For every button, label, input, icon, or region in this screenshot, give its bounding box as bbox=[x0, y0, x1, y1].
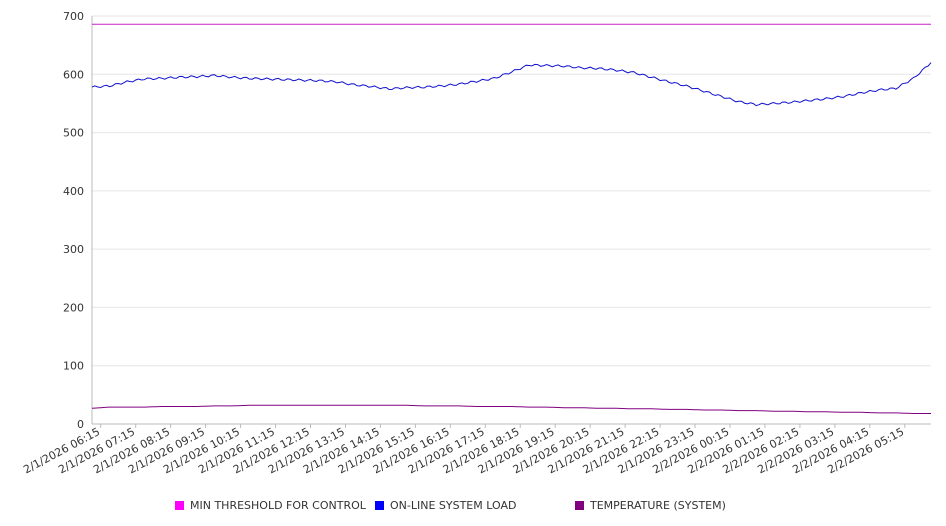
chart-legend: MIN THRESHOLD FOR CONTROL ON-LINE SYSTEM… bbox=[0, 499, 946, 513]
y-tick-label: 100 bbox=[63, 360, 84, 373]
series-line-system-load bbox=[91, 62, 932, 107]
y-tick-label: 400 bbox=[63, 185, 84, 198]
legend-label-temperature: TEMPERATURE (SYSTEM) bbox=[590, 499, 726, 512]
legend-item-min-threshold[interactable]: MIN THRESHOLD FOR CONTROL bbox=[175, 499, 366, 512]
legend-label-system-load: ON-LINE SYSTEM LOAD bbox=[390, 499, 517, 512]
y-tick-label: 600 bbox=[63, 68, 84, 81]
legend-label-min-threshold: MIN THRESHOLD FOR CONTROL bbox=[190, 499, 366, 512]
y-tick-label: 200 bbox=[63, 301, 84, 314]
y-tick-label: 700 bbox=[63, 10, 84, 23]
legend-item-temperature[interactable]: TEMPERATURE (SYSTEM) bbox=[575, 499, 726, 512]
y-tick-label: 0 bbox=[77, 418, 84, 431]
legend-swatch-temperature bbox=[575, 501, 584, 510]
legend-item-system-load[interactable]: ON-LINE SYSTEM LOAD bbox=[375, 499, 516, 512]
legend-swatch-min-threshold bbox=[175, 501, 184, 510]
series-line-temperature bbox=[91, 404, 931, 414]
y-tick-label: 300 bbox=[63, 243, 84, 256]
legend-swatch-system-load bbox=[375, 501, 384, 510]
y-tick-label: 500 bbox=[63, 127, 84, 140]
